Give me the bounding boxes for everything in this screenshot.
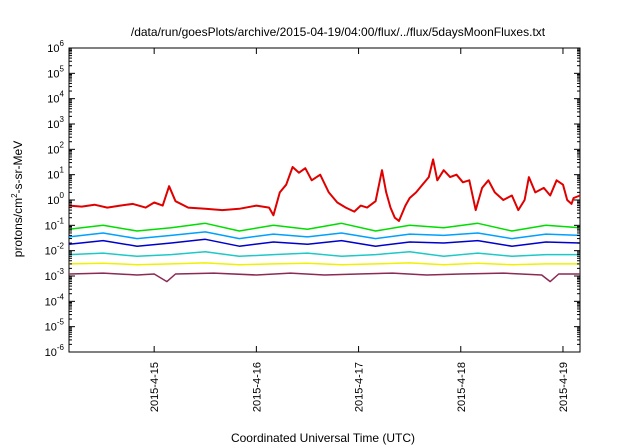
y-tick-label-exp: 2 [60, 140, 65, 149]
chart-title: /data/run/goesPlots/archive/2015-04-19/0… [131, 25, 546, 39]
y-tick-label-base: 10 [45, 347, 57, 359]
x-tick-label: 2015-4-17 [354, 362, 366, 412]
y-tick-label: 10-3 [45, 267, 65, 283]
y-tick-label: 100 [47, 191, 64, 207]
y-tick-label-base: 10 [47, 144, 59, 156]
y-tick-label-exp: 6 [60, 39, 65, 48]
y-tick-label-exp: 1 [60, 166, 65, 175]
y-tick-label-base: 10 [47, 195, 59, 207]
y-tick-label-exp: 0 [60, 191, 65, 200]
y-tick-label-base: 10 [47, 94, 59, 106]
series-line-5 [68, 251, 580, 258]
y-tick-label-exp: -4 [57, 292, 65, 301]
y-tick-label: 10-2 [45, 242, 65, 258]
y-axis-label-rest: -s-sr-MeV [11, 141, 25, 194]
y-tick-label: 103 [47, 115, 64, 131]
y-tick-label-base: 10 [45, 220, 57, 232]
y-tick-label-exp: 3 [60, 115, 65, 124]
y-tick-label: 101 [47, 166, 64, 182]
y-tick-label-exp: -3 [57, 267, 65, 276]
y-tick-label-exp: -2 [57, 242, 65, 251]
y-axis-label: protons/cm2-s-sr-MeV [10, 141, 25, 257]
series-line-7 [68, 272, 580, 283]
y-tick-label: 10-6 [45, 343, 65, 359]
y-tick-label-base: 10 [45, 246, 57, 258]
series-group [68, 158, 581, 283]
series-line-6 [68, 262, 580, 266]
plot-area: 10610510410310210110010-110-210-310-410-… [45, 39, 581, 412]
y-tick-label: 105 [47, 64, 64, 80]
y-axis: 10610510410310210110010-110-210-310-410-… [45, 39, 580, 359]
y-axis-label-base: protons/cm [11, 198, 25, 257]
x-axis: 2015-4-15 2015-4-16 2015-4-17 2015-4-18 2015… [149, 48, 570, 412]
y-tick-label-base: 10 [47, 119, 59, 131]
y-tick-label-exp: 4 [60, 90, 65, 99]
y-axis-label-sup: 2 [10, 193, 19, 198]
series-line-3 [68, 231, 581, 240]
y-tick-label: 10-1 [45, 216, 65, 232]
series-line-2 [68, 222, 581, 232]
y-tick-label: 106 [47, 39, 64, 55]
y-tick-label-base: 10 [45, 322, 57, 334]
y-tick-label-exp: -6 [57, 343, 65, 352]
x-axis-label: Coordinated Universal Time (UTC) [231, 431, 415, 445]
y-tick-label-base: 10 [47, 68, 59, 80]
y-tick-label: 10-5 [45, 318, 65, 334]
y-tick-label: 102 [47, 140, 64, 156]
y-tick-label-base: 10 [47, 170, 59, 182]
series-line-4 [68, 238, 581, 247]
y-tick-label-base: 10 [47, 43, 59, 55]
y-tick-label-base: 10 [45, 296, 57, 308]
x-tick-label: 2015-4-19 [558, 362, 570, 412]
x-tick-label: 2015-4-15 [149, 362, 161, 412]
y-tick-label-exp: -5 [57, 318, 65, 327]
x-tick-label: 2015-4-18 [456, 362, 468, 412]
x-tick-label: 2015-4-16 [251, 362, 263, 412]
y-tick-label-base: 10 [45, 271, 57, 283]
y-tick-label-exp: -1 [57, 216, 65, 225]
y-tick-label: 104 [47, 90, 64, 106]
y-tick-label: 10-4 [45, 292, 65, 308]
y-tick-label-exp: 5 [60, 64, 65, 73]
series-line-1 [68, 158, 581, 222]
